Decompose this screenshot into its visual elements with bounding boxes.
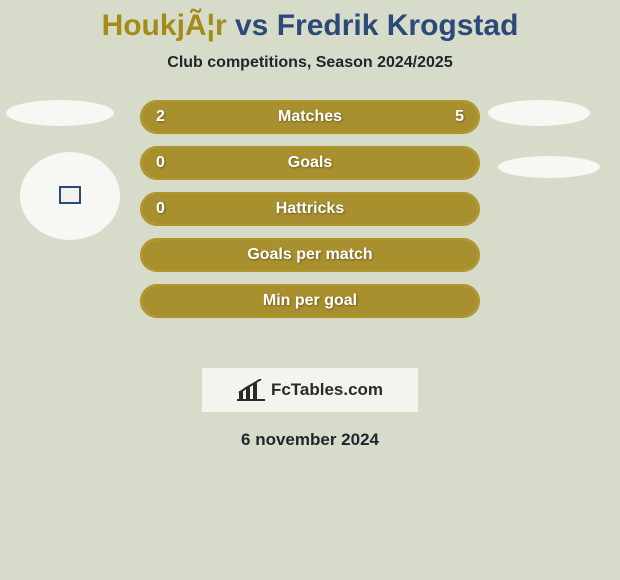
bars-container: Matches25Goals0Hattricks0Goals per match…	[140, 100, 480, 330]
right-ellipse-1	[488, 100, 590, 126]
bar-value-left: 0	[156, 154, 165, 172]
bar-value-left: 2	[156, 108, 165, 126]
stat-bar: Matches2 5	[140, 100, 480, 134]
source-badge: FcTables.com	[202, 368, 418, 412]
bar-label: Goals per match	[142, 246, 478, 264]
chart-stage: Matches25Goals0Hattricks0Goals per match…	[0, 100, 620, 360]
player1-name: HoukjÃ¦r	[102, 9, 227, 42]
date-label: 6 november 2024	[0, 430, 620, 450]
chart-icon	[237, 379, 265, 401]
bar-label: Hattricks	[142, 200, 478, 218]
team-badge-icon	[59, 186, 81, 204]
bar-label: Min per goal	[142, 292, 478, 310]
stat-bar: Hattricks0	[140, 192, 480, 226]
bar-value-left: 0	[156, 200, 165, 218]
bar-value-right: 5	[455, 108, 464, 126]
subtitle: Club competitions, Season 2024/2025	[0, 54, 620, 72]
player2-name: Fredrik Krogstad	[277, 9, 519, 42]
bar-label: Matches	[142, 108, 478, 126]
vs-label: vs	[235, 9, 268, 42]
stat-bar: Goals per match	[140, 238, 480, 272]
left-ellipse-1	[6, 100, 114, 126]
content-wrapper: HoukjÃ¦r vs Fredrik Krogstad Club compet…	[0, 0, 620, 450]
source-badge-text: FcTables.com	[271, 380, 383, 400]
page-title: HoukjÃ¦r vs Fredrik Krogstad	[0, 8, 620, 44]
right-ellipse-2	[498, 156, 600, 178]
stat-bar: Min per goal	[140, 284, 480, 318]
bar-label: Goals	[142, 154, 478, 172]
stat-bar: Goals0	[140, 146, 480, 180]
